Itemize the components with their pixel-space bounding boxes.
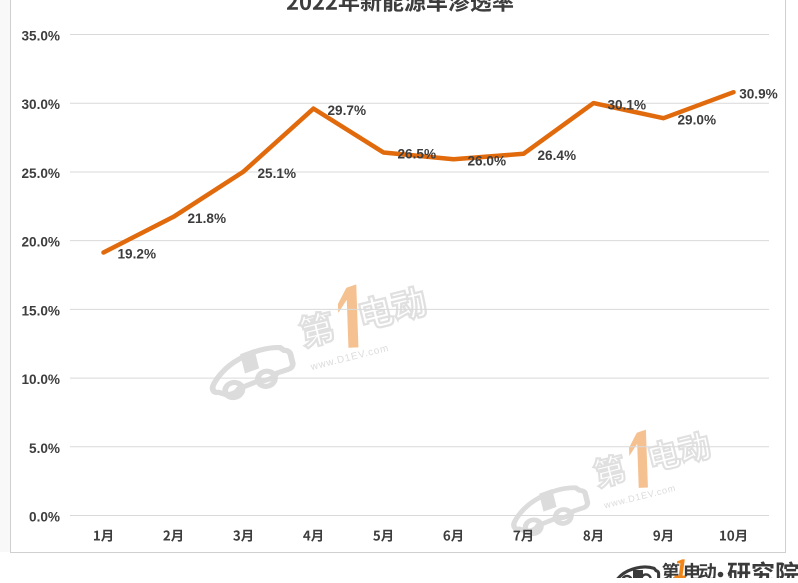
svg-text:10.0%: 10.0%	[21, 372, 60, 387]
svg-text:25.1%: 25.1%	[258, 166, 297, 181]
svg-text:30.0%: 30.0%	[21, 97, 60, 112]
svg-text:5.0%: 5.0%	[29, 441, 60, 456]
svg-text:15.0%: 15.0%	[21, 303, 60, 318]
svg-text:26.0%: 26.0%	[468, 154, 507, 169]
svg-text:25.0%: 25.0%	[21, 166, 60, 181]
svg-text:35.0%: 35.0%	[21, 29, 60, 44]
svg-text:21.8%: 21.8%	[188, 211, 227, 226]
svg-text:29.7%: 29.7%	[328, 103, 367, 118]
svg-text:29.0%: 29.0%	[678, 113, 717, 128]
svg-text:30.9%: 30.9%	[739, 86, 778, 101]
svg-text:19.2%: 19.2%	[118, 247, 157, 262]
svg-text:0.0%: 0.0%	[29, 510, 60, 525]
svg-text:26.4%: 26.4%	[538, 148, 577, 163]
svg-text:26.5%: 26.5%	[398, 147, 437, 162]
svg-text:30.1%: 30.1%	[608, 97, 647, 112]
svg-text:20.0%: 20.0%	[21, 235, 60, 250]
